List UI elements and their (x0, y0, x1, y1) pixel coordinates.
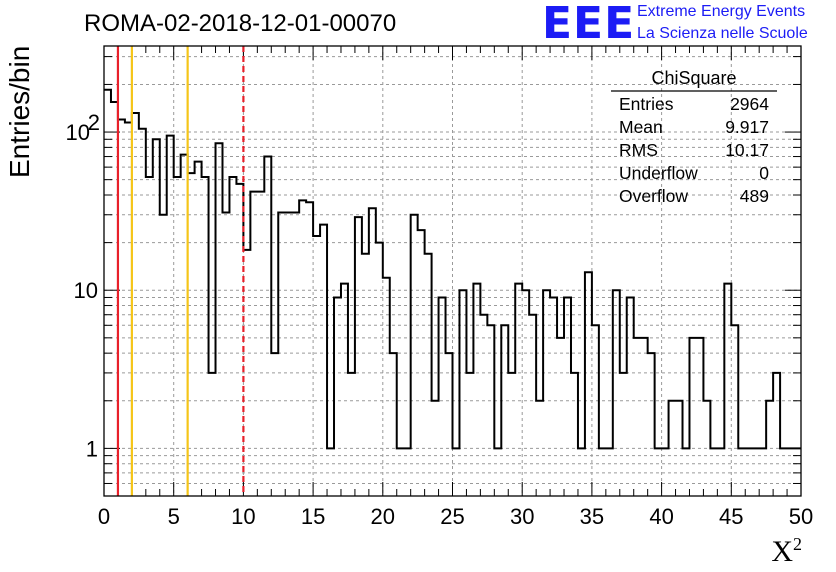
stats-title: ChiSquare (651, 68, 736, 88)
y-tick-label: 1 (86, 436, 98, 461)
x-axis-label-base: X (771, 535, 793, 568)
stats-row-label: Underflow (619, 163, 698, 183)
x-tick-label: 50 (789, 504, 813, 529)
x-tick-label: 35 (580, 504, 604, 529)
histogram-bins (104, 88, 801, 450)
y-tick-label: 10 (74, 278, 98, 303)
x-tick-labels: 0 5 10 15 20 25 30 35 40 45 50 (98, 504, 813, 529)
stats-row-value: 489 (740, 186, 769, 206)
stats-row-value: 9.917 (725, 117, 769, 137)
stats-row-value: 0 (759, 163, 769, 183)
stats-box: ChiSquare Entries 2964 Mean 9.917 RMS 10.17 Und… (611, 68, 777, 206)
chart-title: ROMA-02-2018-12-01-00070 (84, 10, 397, 37)
x-tick-label: 10 (231, 504, 255, 529)
stats-row-label: Overflow (619, 186, 688, 206)
x-tick-label: 25 (440, 504, 464, 529)
stats-row-value: 10.17 (725, 140, 769, 160)
logo-line-2: La Scienza nelle Scuole (637, 25, 808, 42)
stats-row-label: RMS (619, 140, 658, 160)
x-tick-label: 20 (371, 504, 395, 529)
histogram-outline (104, 88, 801, 450)
x-tick-label: 15 (301, 504, 325, 529)
stats-row-label: Entries (619, 94, 674, 114)
y-tick-label: 10 (66, 120, 90, 145)
x-tick-label: 5 (168, 504, 180, 529)
x-axis-label-superscript: 2 (793, 534, 802, 554)
eee-logo: EEE (542, 0, 636, 49)
y-tick-label-superscript: 2 (88, 110, 100, 135)
x-axis-label: X2 (771, 534, 802, 569)
stats-row-label: Mean (619, 117, 663, 137)
x-tick-label: 45 (719, 504, 743, 529)
x-tick-label: 0 (98, 504, 110, 529)
x-tick-label: 40 (649, 504, 673, 529)
plot-frame (103, 45, 802, 497)
stats-row-value: 2964 (730, 94, 769, 114)
x-tick-label: 30 (510, 504, 534, 529)
logo-line-1: Extreme Energy Events (637, 3, 806, 20)
reference-lines (116, 46, 245, 496)
